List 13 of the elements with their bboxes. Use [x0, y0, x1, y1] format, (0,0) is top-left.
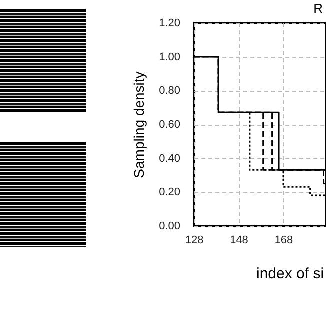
y-axis-title: Sampling density — [131, 72, 148, 178]
x-axis-title: index of si — [256, 266, 324, 282]
x-tick-label: 168 — [274, 234, 294, 246]
y-tick-label: 1.20 — [159, 18, 180, 30]
y-tick-label: 0.80 — [159, 85, 180, 98]
x-tick-label: 128 — [185, 234, 204, 246]
y-tick-label: 0.20 — [159, 186, 180, 199]
y-tick-label: 0.00 — [159, 220, 180, 232]
y-tick-label: 0.40 — [159, 152, 180, 165]
y-tick-label: 0.60 — [159, 119, 180, 131]
y-tick-label: 1.00 — [159, 51, 180, 64]
x-tick-label: 148 — [230, 234, 248, 246]
chart-title: R — [314, 1, 323, 16]
